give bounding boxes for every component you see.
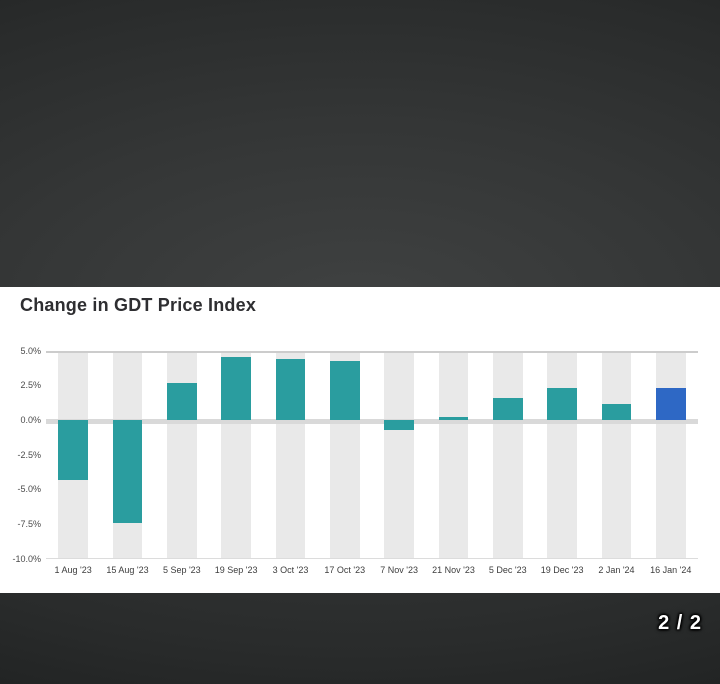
bar — [275, 359, 306, 421]
category-column — [426, 351, 480, 559]
x-axis-label: 7 Nov '23 — [380, 565, 418, 575]
bar — [221, 356, 252, 421]
category-column — [263, 351, 317, 559]
category-column — [46, 351, 100, 559]
y-axis-tick-label: -7.5% — [17, 518, 41, 529]
x-axis-label: 17 Oct '23 — [324, 565, 366, 575]
category-column — [589, 351, 643, 559]
x-axis-label: 21 Nov '23 — [432, 565, 475, 575]
page-indicator: 2 / 2 — [658, 612, 702, 634]
chart: 5.0% 2.5% 0.0% -2.5% -5.0% -7.5% -10.0% — [0, 346, 720, 564]
category-column — [535, 351, 589, 559]
bar — [655, 388, 686, 421]
y-axis-tick-label: -2.5% — [17, 449, 41, 460]
y-axis-tick-label: 0.0% — [20, 414, 41, 425]
column-background-band — [492, 351, 523, 559]
bar — [58, 420, 89, 480]
x-axis-label: 2 Jan '24 — [598, 565, 635, 575]
x-axis-label: 16 Jan '24 — [650, 565, 692, 575]
plot-top-border — [46, 351, 698, 353]
x-axis-label: 5 Dec '23 — [488, 565, 527, 575]
bar — [384, 420, 415, 431]
x-axis-label: 3 Oct '23 — [272, 565, 309, 575]
column-background-band — [655, 351, 686, 559]
y-axis-tick-label: 2.5% — [20, 380, 41, 391]
y-axis-tick-label: -10.0% — [12, 553, 41, 564]
column-background-band — [384, 351, 415, 559]
plot-bottom-border — [46, 558, 698, 559]
bar — [112, 420, 143, 523]
chart-panel: Change in GDT Price Index 5.0% 2.5% 0.0% -2… — [0, 287, 720, 593]
column-background-band — [438, 351, 469, 559]
category-column — [481, 351, 535, 559]
bar — [492, 398, 523, 421]
bar — [438, 417, 469, 421]
y-axis-tick-label: -5.0% — [17, 484, 41, 495]
column-background-band — [601, 351, 632, 559]
x-axis-label: 1 Aug '23 — [54, 565, 92, 575]
category-column — [209, 351, 263, 559]
category-column — [372, 351, 426, 559]
bar — [329, 360, 360, 421]
category-column — [155, 351, 209, 559]
column-background-band — [547, 351, 578, 559]
x-axis-label: 19 Sep '23 — [214, 565, 258, 575]
x-axis-label: 5 Sep '23 — [162, 565, 201, 575]
category-column — [644, 351, 698, 559]
category-column — [100, 351, 154, 559]
category-column — [318, 351, 372, 559]
y-axis: 5.0% 2.5% 0.0% -2.5% -5.0% -7.5% -10.0% — [0, 346, 46, 564]
bar — [601, 403, 632, 421]
y-axis-tick-label: 5.0% — [20, 345, 41, 356]
x-axis-label: 15 Aug '23 — [106, 565, 149, 575]
bar — [166, 382, 197, 421]
x-axis-label: 19 Dec '23 — [540, 565, 584, 575]
x-axis: 1 Aug '23 15 Aug '23 5 Sep '23 19 Sep '23 3 … — [46, 563, 698, 579]
plot-area — [46, 351, 698, 559]
bar — [547, 388, 578, 421]
zero-axis-line — [46, 419, 698, 424]
chart-title: Change in GDT Price Index — [20, 295, 257, 315]
